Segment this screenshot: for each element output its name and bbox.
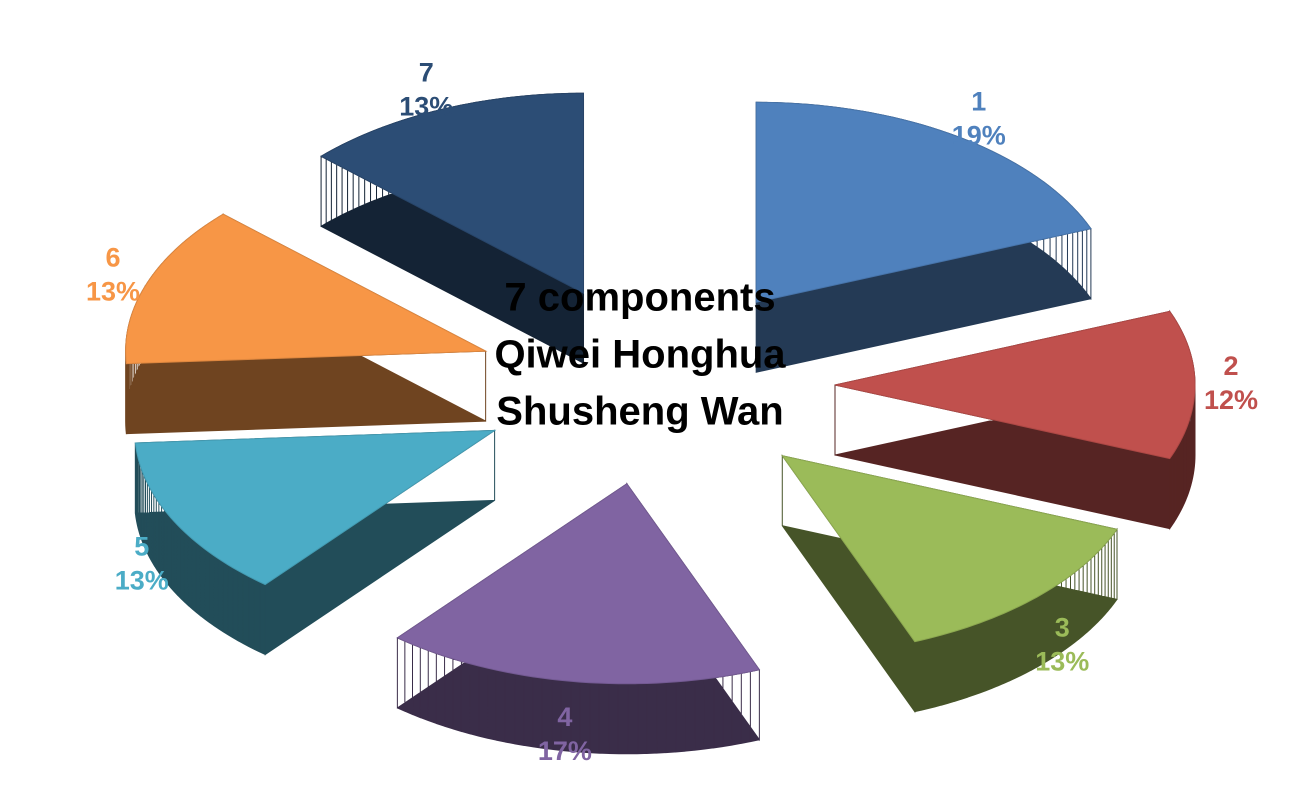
slice — [396, 483, 761, 685]
value-label: 17% — [538, 736, 592, 766]
slice — [781, 454, 1118, 643]
category-label: 1 — [971, 86, 986, 116]
category-label: 7 — [419, 57, 434, 87]
slice — [320, 92, 585, 295]
category-label: 6 — [106, 243, 121, 273]
slice — [125, 213, 488, 365]
slice — [755, 101, 1092, 303]
value-label: 13% — [399, 91, 453, 121]
slice — [134, 429, 497, 586]
category-label: 2 — [1223, 351, 1238, 381]
chart-title: Shusheng Wan — [496, 390, 783, 434]
value-label: 12% — [1204, 385, 1258, 415]
value-label: 13% — [86, 277, 140, 307]
slice — [834, 310, 1196, 460]
chart-title: Qiwei Honghua — [494, 333, 786, 377]
slices — [125, 92, 1196, 755]
category-label: 3 — [1055, 612, 1070, 642]
value-label: 19% — [952, 120, 1006, 150]
value-label: 13% — [115, 565, 169, 595]
chart-title: 7 components — [504, 276, 775, 320]
labels: 7 13% 1 19% 6 13% 2 12% 5 13% 3 13% 4 17% — [86, 57, 1258, 766]
category-label: 5 — [134, 531, 149, 561]
value-label: 13% — [1035, 646, 1089, 676]
category-label: 4 — [557, 702, 572, 732]
